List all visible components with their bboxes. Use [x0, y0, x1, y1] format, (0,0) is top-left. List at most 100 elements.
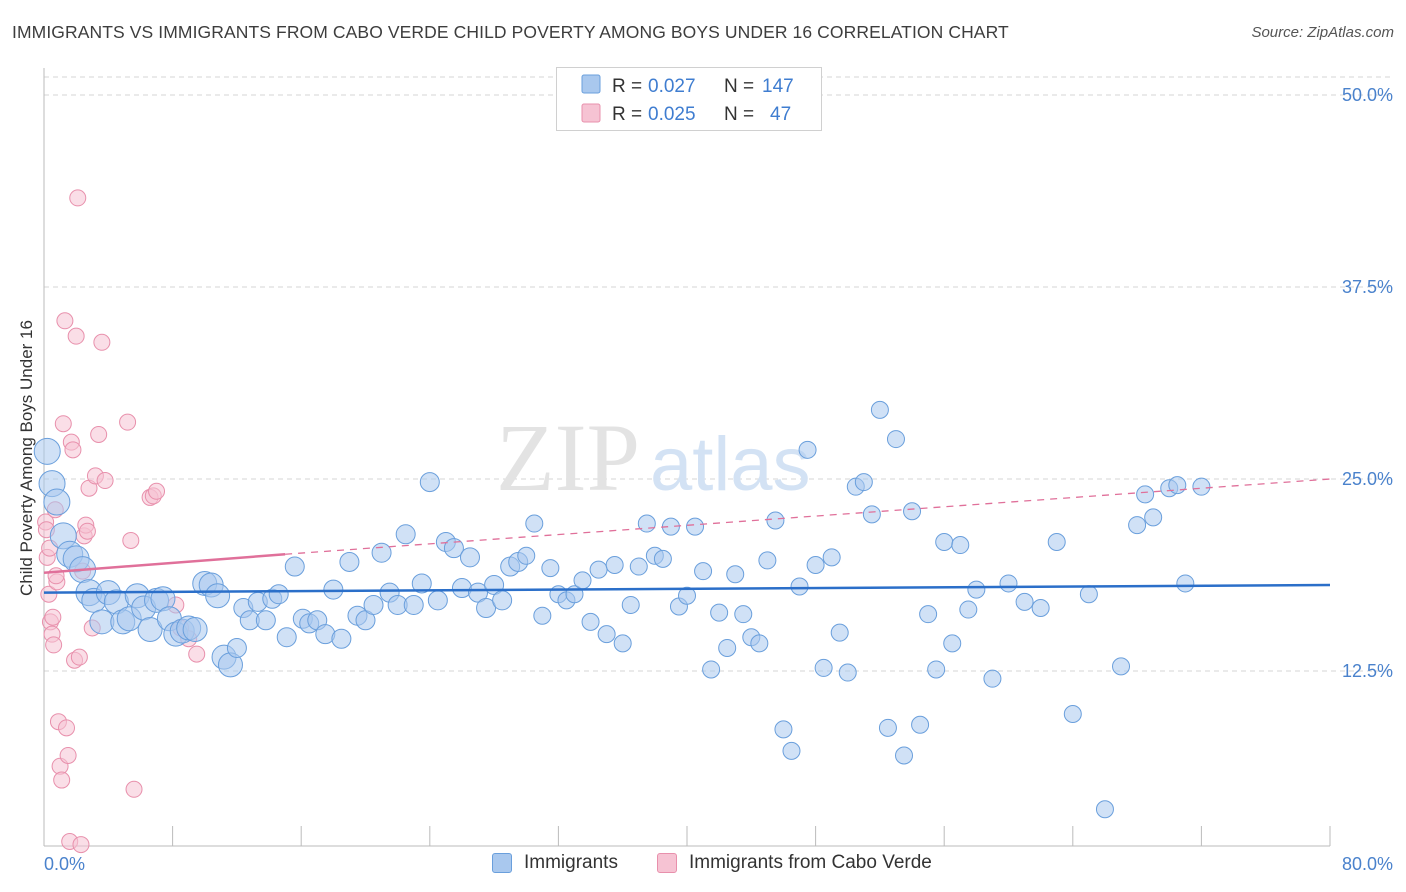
data-point: [96, 472, 114, 490]
data-point: [605, 556, 624, 575]
data-point: [443, 538, 464, 559]
data-point: [822, 548, 841, 567]
data-point: [395, 524, 416, 545]
data-point: [581, 612, 600, 631]
data-point: [419, 472, 440, 493]
stats-r-value-pink: 0.025: [648, 104, 696, 125]
data-point: [878, 718, 897, 737]
data-point: [629, 557, 648, 576]
data-point: [854, 473, 873, 492]
data-point: [182, 617, 208, 643]
y-tick-label: 50.0%: [1342, 85, 1393, 105]
data-point: [1015, 592, 1034, 611]
data-point: [403, 594, 424, 615]
data-point: [830, 623, 849, 642]
stats-swatch-blue: [581, 74, 601, 94]
y-tick-label: 25.0%: [1342, 469, 1393, 489]
data-point: [255, 610, 276, 631]
data-point: [122, 531, 140, 549]
legend-swatch-pink: [657, 853, 677, 873]
data-point: [67, 327, 85, 345]
data-point: [1095, 800, 1114, 819]
data-point: [573, 571, 592, 590]
data-point: [268, 584, 289, 605]
data-point: [621, 595, 640, 614]
tick-labels: 12.5% 25.0% 37.5% 50.0% 0.0% 80.0%: [44, 85, 1393, 874]
watermark-atlas: atlas: [650, 422, 811, 507]
data-point: [637, 514, 656, 533]
data-point: [58, 719, 76, 737]
data-point: [838, 663, 857, 682]
data-point: [411, 573, 432, 594]
stats-row-blue: R = 0.027 N = 147: [581, 74, 794, 97]
y-tick-label: 37.5%: [1342, 277, 1393, 297]
data-point: [44, 608, 62, 626]
data-point: [53, 771, 71, 789]
trend-line-pink-extension: [285, 478, 1331, 555]
data-point: [323, 579, 344, 600]
data-point: [276, 627, 297, 648]
y-axis-label: Child Poverty Among Boys Under 16: [17, 320, 36, 596]
data-point: [33, 437, 61, 465]
data-point: [814, 658, 833, 677]
data-point: [226, 637, 247, 658]
data-point: [137, 617, 163, 643]
data-point: [1176, 574, 1195, 593]
data-point: [927, 660, 946, 679]
data-point: [533, 606, 552, 625]
data-point: [59, 746, 77, 764]
data-point: [1031, 599, 1050, 618]
legend-label-cabo-verde: Immigrants from Cabo Verde: [689, 852, 932, 873]
data-point: [694, 562, 713, 581]
data-point: [93, 333, 111, 351]
data-point: [331, 628, 352, 649]
data-point: [371, 542, 392, 563]
data-point: [782, 741, 801, 760]
data-point: [919, 605, 938, 624]
x-tick-label-max: 80.0%: [1342, 854, 1393, 874]
data-point: [1128, 516, 1147, 535]
data-point: [798, 440, 817, 459]
data-point: [1112, 657, 1131, 676]
data-point: [1063, 705, 1082, 724]
data-point: [959, 600, 978, 619]
stats-r-value-blue: 0.027: [648, 76, 696, 97]
data-point: [56, 312, 74, 330]
legend-item-cabo-verde: Immigrants from Cabo Verde: [657, 852, 932, 874]
data-point: [1192, 477, 1211, 496]
data-point: [750, 634, 769, 653]
data-point: [999, 574, 1018, 593]
data-point: [45, 636, 63, 654]
data-point: [541, 559, 560, 578]
data-point: [702, 660, 721, 679]
data-point: [1168, 476, 1187, 495]
y-tick-label: 12.5%: [1342, 661, 1393, 681]
data-point: [1047, 532, 1066, 551]
data-point: [790, 577, 809, 596]
data-point: [718, 638, 737, 657]
chart-title: IMMIGRANTS VS IMMIGRANTS FROM CABO VERDE…: [12, 22, 1009, 42]
data-point: [284, 556, 305, 577]
stats-legend: R = 0.027 N = 147 R = 0.025 N = 47: [556, 67, 822, 131]
data-point: [476, 598, 497, 619]
data-point: [363, 594, 384, 615]
data-point: [78, 522, 96, 540]
data-point: [806, 556, 825, 575]
data-point: [119, 413, 137, 431]
data-point: [148, 482, 166, 500]
data-point: [1144, 508, 1163, 527]
data-point: [54, 415, 72, 433]
data-point: [339, 551, 360, 572]
data-point: [427, 590, 448, 611]
blue-series-points: [33, 400, 1211, 819]
data-point: [983, 669, 1002, 688]
data-point: [774, 720, 793, 739]
source-credit: Source: ZipAtlas.com: [1251, 24, 1394, 41]
trend-line-blue: [43, 583, 1331, 594]
watermark: ZIP atlas: [496, 404, 811, 511]
data-point: [589, 560, 608, 579]
data-point: [766, 511, 785, 530]
data-point: [886, 430, 905, 449]
x-tick-label-min: 0.0%: [44, 854, 85, 874]
data-point: [72, 836, 90, 854]
